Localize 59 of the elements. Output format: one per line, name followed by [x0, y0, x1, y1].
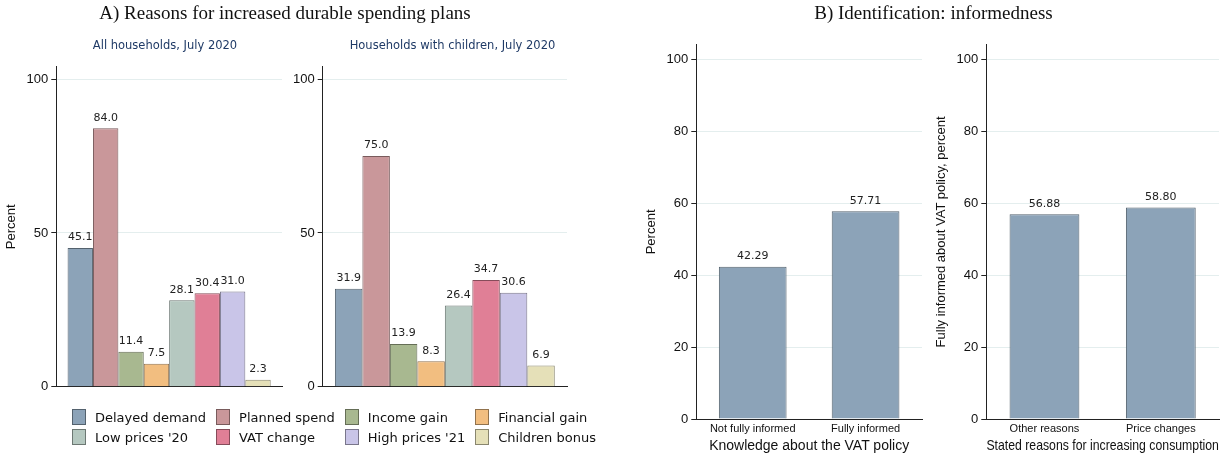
chart-subtitle: Households with children, July 2020 [348, 37, 557, 54]
legend-label: Low prices '20 [94, 429, 190, 445]
legend-label: Planned spend [238, 409, 335, 425]
data-label: 8.3 [422, 343, 440, 357]
legend-label: Income gain [366, 409, 449, 425]
x-tick-label: Not fully informed [709, 421, 796, 434]
data-label: 56.88 [1028, 196, 1061, 210]
y-tick-label: 50 [33, 224, 49, 240]
y-tick-label: 0 [41, 378, 49, 394]
data-label: 13.9 [391, 326, 416, 340]
legend-label: VAT change [238, 429, 316, 445]
data-label: 30.4 [194, 275, 220, 289]
y-tick-label: 100 [26, 70, 49, 86]
x-tick-label: Price changes [1125, 421, 1197, 434]
y-tick-label: 80 [963, 122, 979, 138]
data-label: 7.5 [147, 346, 166, 360]
y-tick-label: 60 [673, 194, 689, 210]
y-tick-label: 80 [673, 122, 689, 138]
data-label: 26.4 [446, 287, 471, 301]
data-label: 31.0 [220, 273, 245, 287]
legend-label: Delayed demand [94, 409, 207, 425]
legend-label: Financial gain [497, 409, 589, 425]
x-axis-title: Knowledge about the VAT policy [709, 437, 910, 454]
y-tick-label: 40 [963, 266, 979, 282]
x-tick-label: Other reasons [1009, 421, 1080, 434]
data-label: 84.0 [93, 110, 118, 124]
chart-title: A) Reasons for increased durable spending plans [98, 2, 472, 24]
data-label: 75.0 [363, 138, 389, 152]
y-tick-label: 100 [292, 70, 315, 86]
data-label: 31.9 [336, 271, 361, 285]
data-label: 30.6 [501, 275, 526, 289]
data-label: 28.1 [169, 282, 195, 296]
y-tick-label: 0 [681, 410, 689, 426]
legend-label: High prices '21 [366, 429, 466, 445]
data-label: 6.9 [532, 347, 550, 361]
data-label: 57.71 [849, 193, 882, 207]
data-label: 58.80 [1145, 189, 1177, 203]
x-tick-label: Fully informed [831, 421, 901, 434]
y-tick-label: 20 [963, 338, 979, 354]
y-tick-label: 20 [673, 338, 689, 354]
chart-subtitle: All households, July 2020 [91, 37, 239, 54]
data-label: 45.1 [68, 230, 93, 244]
y-tick-label: 0 [307, 378, 315, 394]
data-label: 11.4 [118, 334, 144, 348]
data-label: 2.3 [249, 362, 267, 376]
y-tick-label: 100 [956, 50, 979, 66]
chart-title: B) Identification: informedness [813, 2, 1054, 24]
y-tick-label: 100 [666, 50, 689, 66]
y-axis-title: Fully informed about VAT policy, percent [933, 116, 949, 348]
y-tick-label: 40 [673, 266, 689, 282]
legend-label: Children bonus [497, 429, 596, 445]
y-tick-label: 50 [300, 224, 315, 240]
y-axis-title: Percent [3, 204, 19, 250]
y-tick-label: 60 [963, 194, 979, 210]
y-tick-label: 0 [971, 410, 979, 426]
data-label: 34.7 [473, 262, 499, 276]
y-axis-title: Percent [643, 209, 659, 255]
data-label: 42.29 [736, 249, 769, 263]
x-axis-title: Stated reasons for increasing consumption [986, 437, 1219, 454]
